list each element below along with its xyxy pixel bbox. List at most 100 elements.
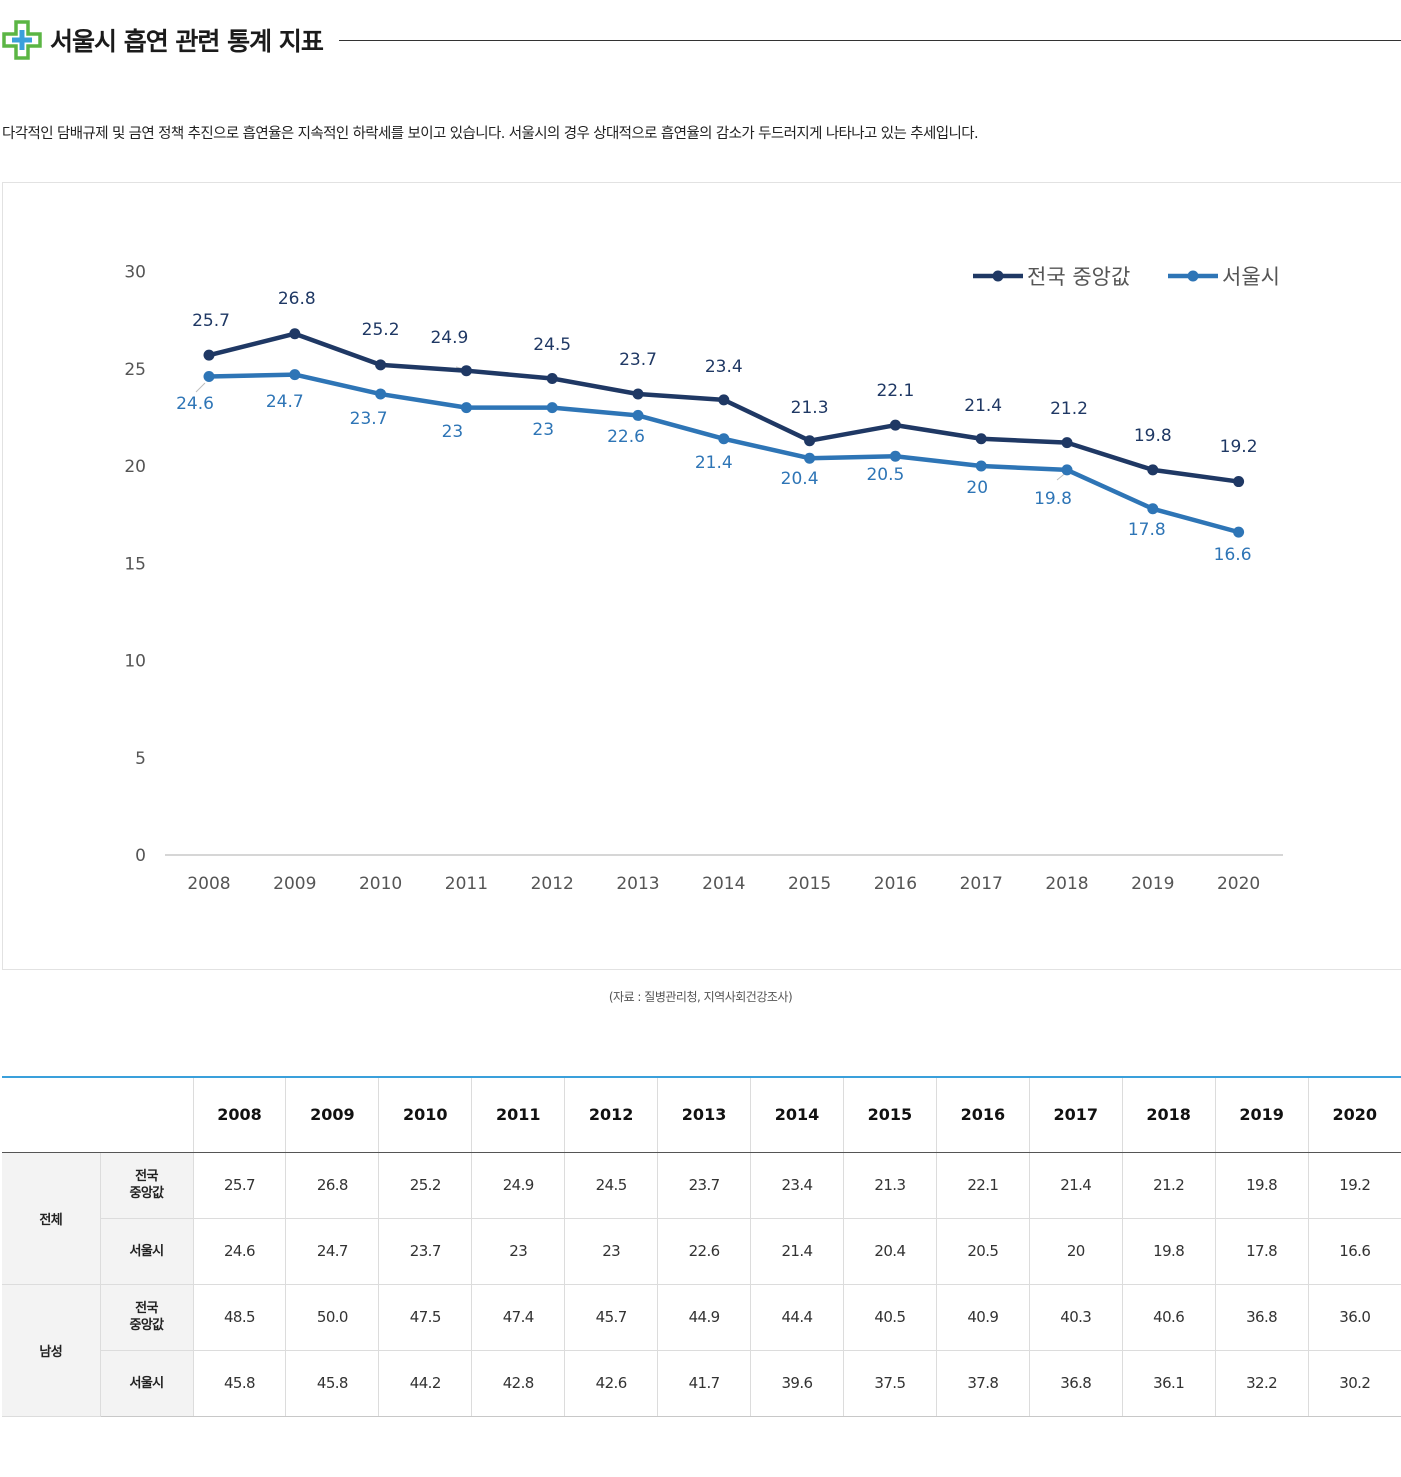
table-cell: 39.6	[750, 1350, 844, 1417]
data-label: 23	[532, 420, 554, 440]
data-point	[203, 349, 215, 361]
data-labels: 25.7 26.8 25.2 24.9 24.5 23.7 23.4 21.3 22.1 21.4…	[176, 289, 1257, 565]
table-cell: 20.5	[935, 1218, 1030, 1285]
chart-container: 0 5 10 15 20 25 30 2008 2009 2010 2011 2012 2013 201…	[2, 182, 1401, 970]
table-cell: 42.8	[471, 1350, 565, 1417]
table-cell: 40.3	[1028, 1284, 1123, 1351]
data-label: 24.7	[266, 392, 304, 412]
x-tick-label: 2015	[788, 874, 831, 894]
table-cell: 47.4	[471, 1284, 565, 1351]
data-point	[1061, 437, 1073, 449]
year-header: 2015	[842, 1077, 937, 1153]
table-cell: 17.8	[1214, 1218, 1309, 1285]
table-cell: 23	[471, 1218, 565, 1285]
table-cell: 26.8	[285, 1152, 379, 1219]
data-label: 23.7	[350, 409, 388, 429]
x-tick-label: 2019	[1131, 874, 1174, 894]
group-label: 남성	[2, 1284, 100, 1417]
x-tick-label: 2012	[531, 874, 574, 894]
table-cell: 44.9	[657, 1284, 751, 1351]
data-point	[1233, 476, 1245, 488]
data-label: 20.4	[781, 469, 819, 489]
data-label: 21.4	[695, 453, 733, 473]
x-tick-label: 2020	[1217, 874, 1260, 894]
data-point	[1147, 503, 1159, 515]
table-cell: 20	[1028, 1218, 1123, 1285]
data-point	[718, 433, 730, 445]
table-cell: 25.7	[192, 1152, 286, 1219]
x-tick-label: 2010	[359, 874, 402, 894]
table-cell: 21.2	[1121, 1152, 1216, 1219]
y-tick-label: 5	[135, 749, 146, 769]
table-cell: 32.2	[1214, 1350, 1309, 1417]
data-point	[546, 372, 558, 384]
x-tick-label: 2017	[960, 874, 1003, 894]
data-point	[460, 402, 472, 414]
table-cell: 47.5	[378, 1284, 472, 1351]
table-cell: 48.5	[192, 1284, 286, 1351]
data-point	[804, 435, 816, 447]
data-label: 25.7	[192, 311, 230, 331]
table-cell: 40.5	[842, 1284, 937, 1351]
data-point	[804, 452, 816, 464]
table-cell: 36.8	[1214, 1284, 1309, 1351]
year-header: 2014	[750, 1077, 844, 1153]
legend-item: 서울시	[1168, 265, 1280, 289]
table-cell: 20.4	[842, 1218, 937, 1285]
y-tick-label: 30	[124, 263, 146, 283]
year-header: 2012	[564, 1077, 658, 1153]
table-cell: 19.8	[1121, 1218, 1216, 1285]
table-cell: 44.2	[378, 1350, 472, 1417]
x-tick-label: 2011	[445, 874, 488, 894]
data-label: 20.5	[866, 465, 904, 485]
data-label: 19.8	[1134, 426, 1172, 446]
table-cell: 24.9	[471, 1152, 565, 1219]
stats-table: 2008 2009 2010 2011 2012 2013 2014 2015 2016 2017…	[2, 1076, 1401, 1417]
y-tick-label: 25	[124, 360, 146, 380]
table-cell: 40.6	[1121, 1284, 1216, 1351]
x-tick-label: 2018	[1045, 874, 1088, 894]
table-cell: 44.4	[750, 1284, 844, 1351]
table-cell: 21.3	[842, 1152, 937, 1219]
data-point	[889, 450, 901, 462]
table-cell: 30.2	[1307, 1350, 1401, 1417]
data-point	[460, 365, 472, 377]
table-cell: 45.8	[285, 1350, 379, 1417]
table-corner-cell	[2, 1077, 193, 1153]
table-cell: 36.1	[1121, 1350, 1216, 1417]
table-cell: 40.9	[935, 1284, 1030, 1351]
table-cell: 22.6	[657, 1218, 751, 1285]
data-label: 20	[966, 478, 988, 498]
data-point	[546, 402, 558, 414]
leader-line	[195, 382, 206, 393]
table-cell: 23.4	[750, 1152, 844, 1219]
data-point	[1233, 526, 1245, 538]
chart-legend: 전국 중앙값 서울시	[973, 265, 1280, 289]
legend-marker	[1187, 270, 1199, 282]
year-header: 2013	[657, 1077, 751, 1153]
y-tick-label: 10	[124, 652, 146, 672]
year-header: 2019	[1214, 1077, 1309, 1153]
year-header: 2020	[1307, 1077, 1401, 1153]
row-label: 서울시	[99, 1218, 193, 1285]
data-point	[718, 394, 730, 406]
data-label: 23.4	[705, 357, 743, 377]
data-point	[632, 388, 644, 400]
table-cell: 16.6	[1307, 1218, 1401, 1285]
data-point	[289, 328, 301, 340]
section-header: 서울시 흡연 관련 통계 지표	[0, 18, 1401, 62]
table-cell: 41.7	[657, 1350, 751, 1417]
series-seoul	[203, 369, 1245, 538]
row-label: 전국 중앙값	[99, 1152, 193, 1219]
legend-label: 서울시	[1222, 265, 1280, 289]
data-point	[889, 419, 901, 431]
data-point	[375, 388, 387, 400]
y-tick-label: 20	[124, 457, 146, 477]
year-header: 2009	[285, 1077, 379, 1153]
series-national	[203, 328, 1245, 488]
x-axis: 2008 2009 2010 2011 2012 2013 2014 2015 2016 2017…	[187, 874, 1260, 894]
year-header: 2011	[471, 1077, 565, 1153]
data-label: 22.6	[607, 427, 645, 447]
table-cell: 45.7	[564, 1284, 658, 1351]
data-label: 24.5	[533, 335, 571, 355]
